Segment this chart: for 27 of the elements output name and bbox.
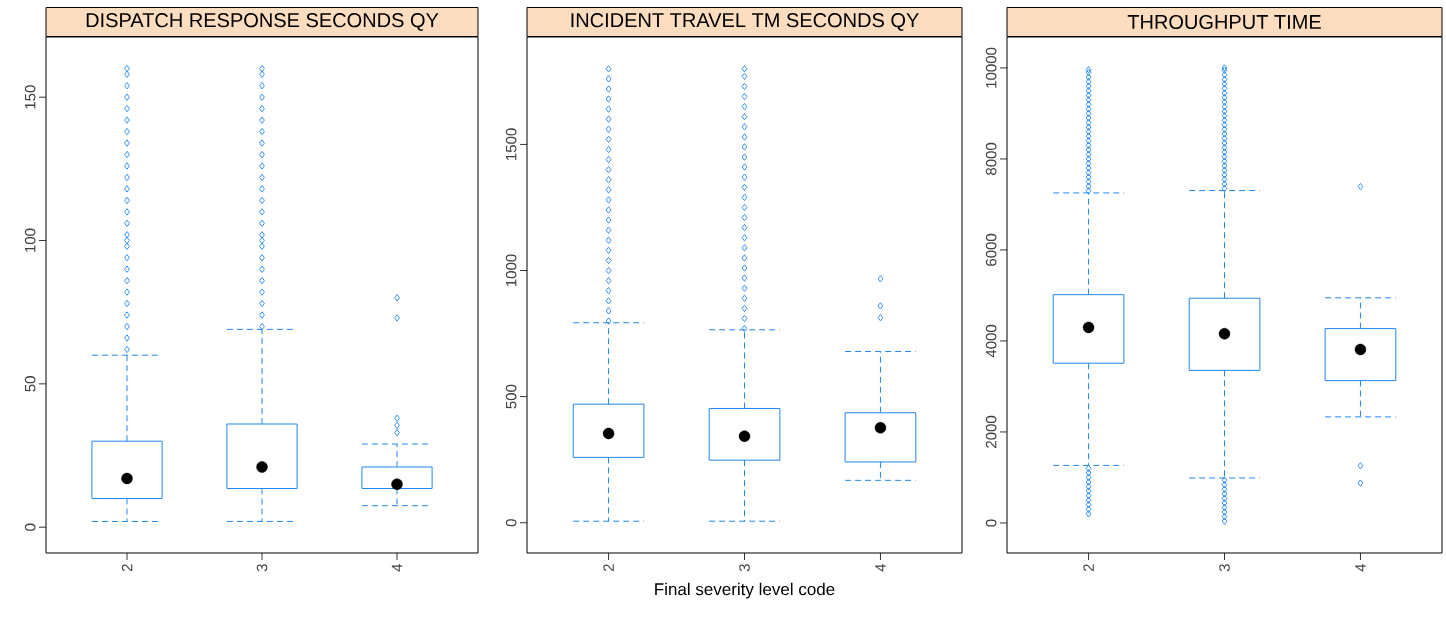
y-tick-label: 6000 (985, 233, 997, 266)
y-tick-label: 1000 (505, 254, 517, 287)
y-tick-label: 500 (505, 384, 517, 409)
x-axis-title: Final severity level code (655, 582, 835, 599)
chart-title: INCIDENT TRAVEL TM SECONDS QY (571, 13, 919, 31)
y-tick-label: 50 (24, 376, 36, 392)
x-tick-label: 3 (739, 564, 750, 572)
y-tick-label: 0 (505, 519, 517, 527)
x-tick-label: 3 (256, 564, 268, 572)
x-tick-label: 2 (121, 564, 133, 572)
y-tick-label: 4000 (985, 324, 997, 358)
chart-title: THROUGHPUT TIME (1127, 14, 1321, 30)
x-tick-label: 3 (1219, 564, 1230, 572)
y-tick-label: 100 (24, 228, 36, 252)
chart-title: DISPATCH RESPONSE SECONDS QY (86, 13, 439, 31)
y-tick-label: 150 (24, 85, 36, 109)
x-tick-label: 4 (1355, 563, 1366, 572)
y-tick-label: 8000 (985, 142, 997, 175)
x-tick-label: 4 (875, 563, 886, 572)
y-tick-label: 10000 (985, 47, 997, 88)
x-tick-label: 2 (1083, 564, 1094, 572)
x-tick-label: 2 (603, 564, 614, 572)
y-tick-label: 0 (24, 523, 36, 531)
y-tick-label: 0 (985, 519, 997, 527)
y-tick-label: 2000 (985, 415, 997, 448)
y-tick-label: 1500 (505, 128, 517, 160)
x-tick-label: 4 (391, 563, 403, 572)
